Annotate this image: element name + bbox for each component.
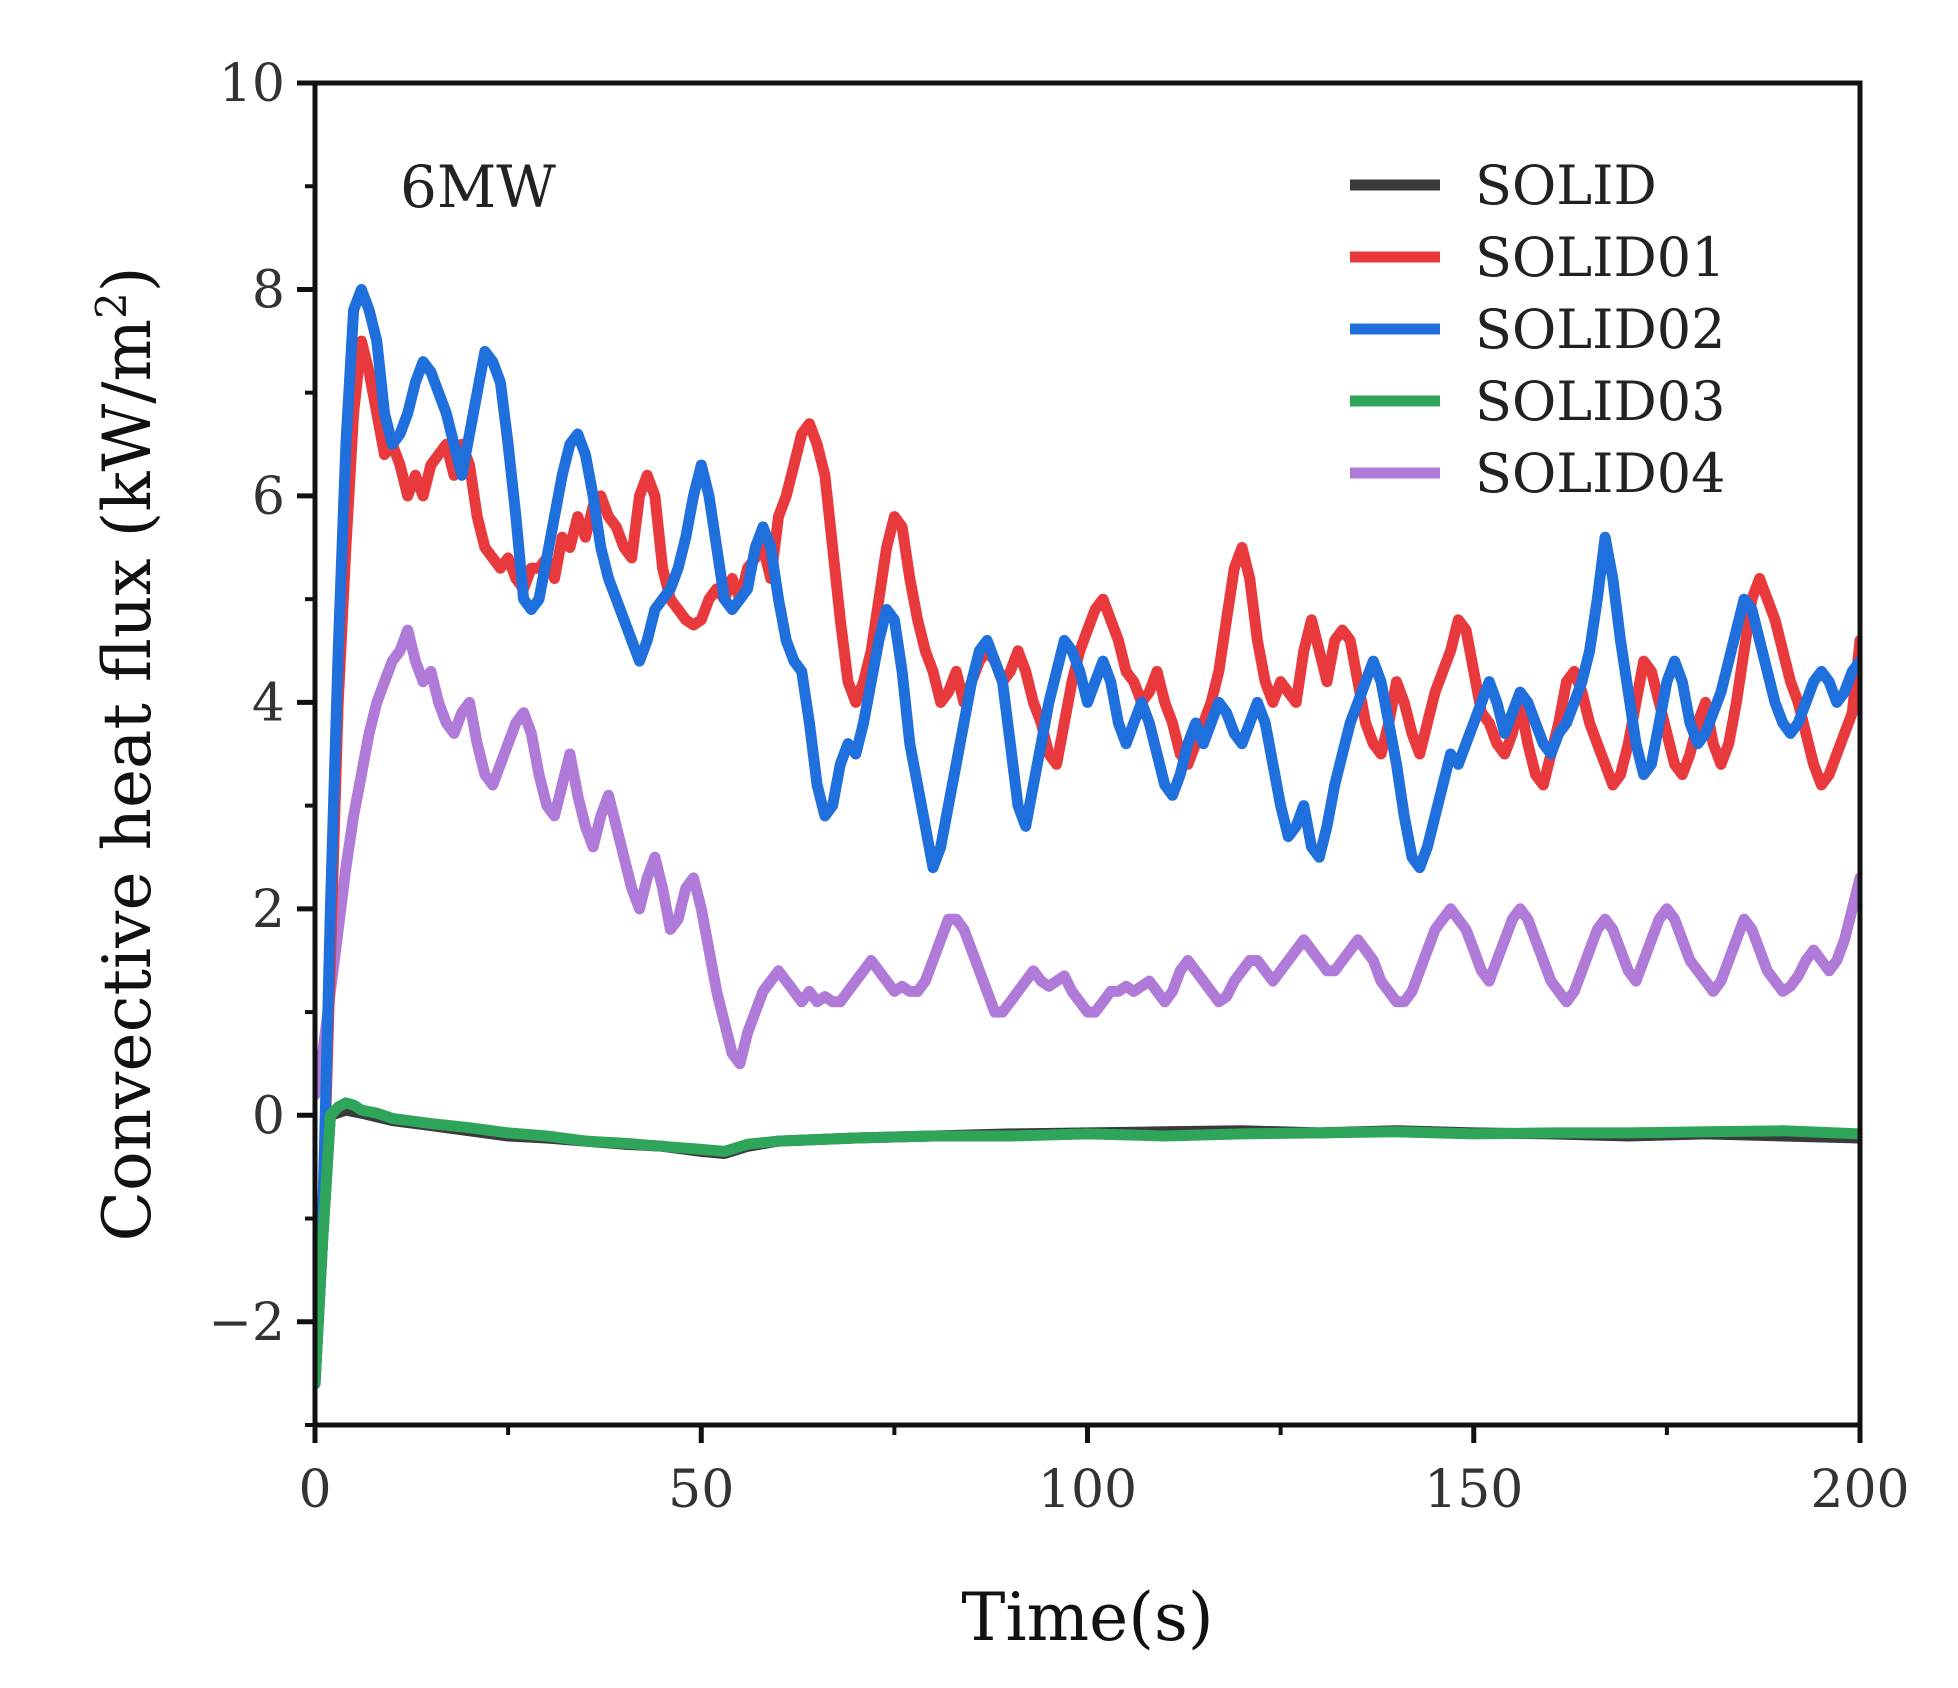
y-axis: −2 0 2 4 6 8 10	[208, 54, 315, 1427]
y-tick-label: 8	[252, 260, 285, 320]
legend-label-solid03: SOLID03	[1475, 370, 1725, 433]
y-axis-title-superscript: 2	[87, 292, 136, 319]
series-line-solid	[315, 1104, 1860, 1390]
x-tick-label: 100	[1038, 1460, 1137, 1520]
series-layer	[315, 284, 1860, 1390]
y-tick-label: 4	[252, 673, 285, 733]
legend-label-solid02: SOLID02	[1475, 298, 1725, 361]
x-tick-label: 150	[1424, 1460, 1523, 1520]
series-line-solid02	[315, 284, 1860, 1390]
series-line-solid04	[315, 624, 1860, 1101]
series-line-solid03	[315, 1097, 1860, 1390]
x-tick-label: 200	[1810, 1460, 1909, 1520]
x-axis: 0 50 100 150 200	[298, 1425, 1910, 1520]
y-tick-label: 2	[252, 880, 285, 940]
y-axis-title-main: Convective heat flux (kW/m	[89, 319, 166, 1242]
y-tick-label: −2	[208, 1293, 285, 1353]
legend-label-solid04: SOLID04	[1475, 442, 1725, 505]
series-line-solid01	[315, 335, 1860, 1379]
legend: SOLID SOLID01 SOLID02 SOLID03 SOLID04	[1350, 154, 1725, 505]
y-tick-label: 0	[252, 1086, 285, 1146]
y-axis-title-close: )	[89, 266, 166, 292]
legend-label-solid: SOLID	[1475, 154, 1657, 217]
y-tick-label: 10	[219, 54, 285, 114]
power-annotation: 6MW	[400, 153, 556, 221]
y-tick-label: 6	[252, 467, 285, 527]
legend-label-solid01: SOLID01	[1475, 226, 1725, 289]
x-tick-label: 0	[298, 1460, 331, 1520]
y-axis-title: Convective heat flux (kW/m2)	[87, 266, 167, 1241]
x-axis-title: Time(s)	[961, 1579, 1213, 1656]
x-tick-label: 50	[668, 1460, 734, 1520]
